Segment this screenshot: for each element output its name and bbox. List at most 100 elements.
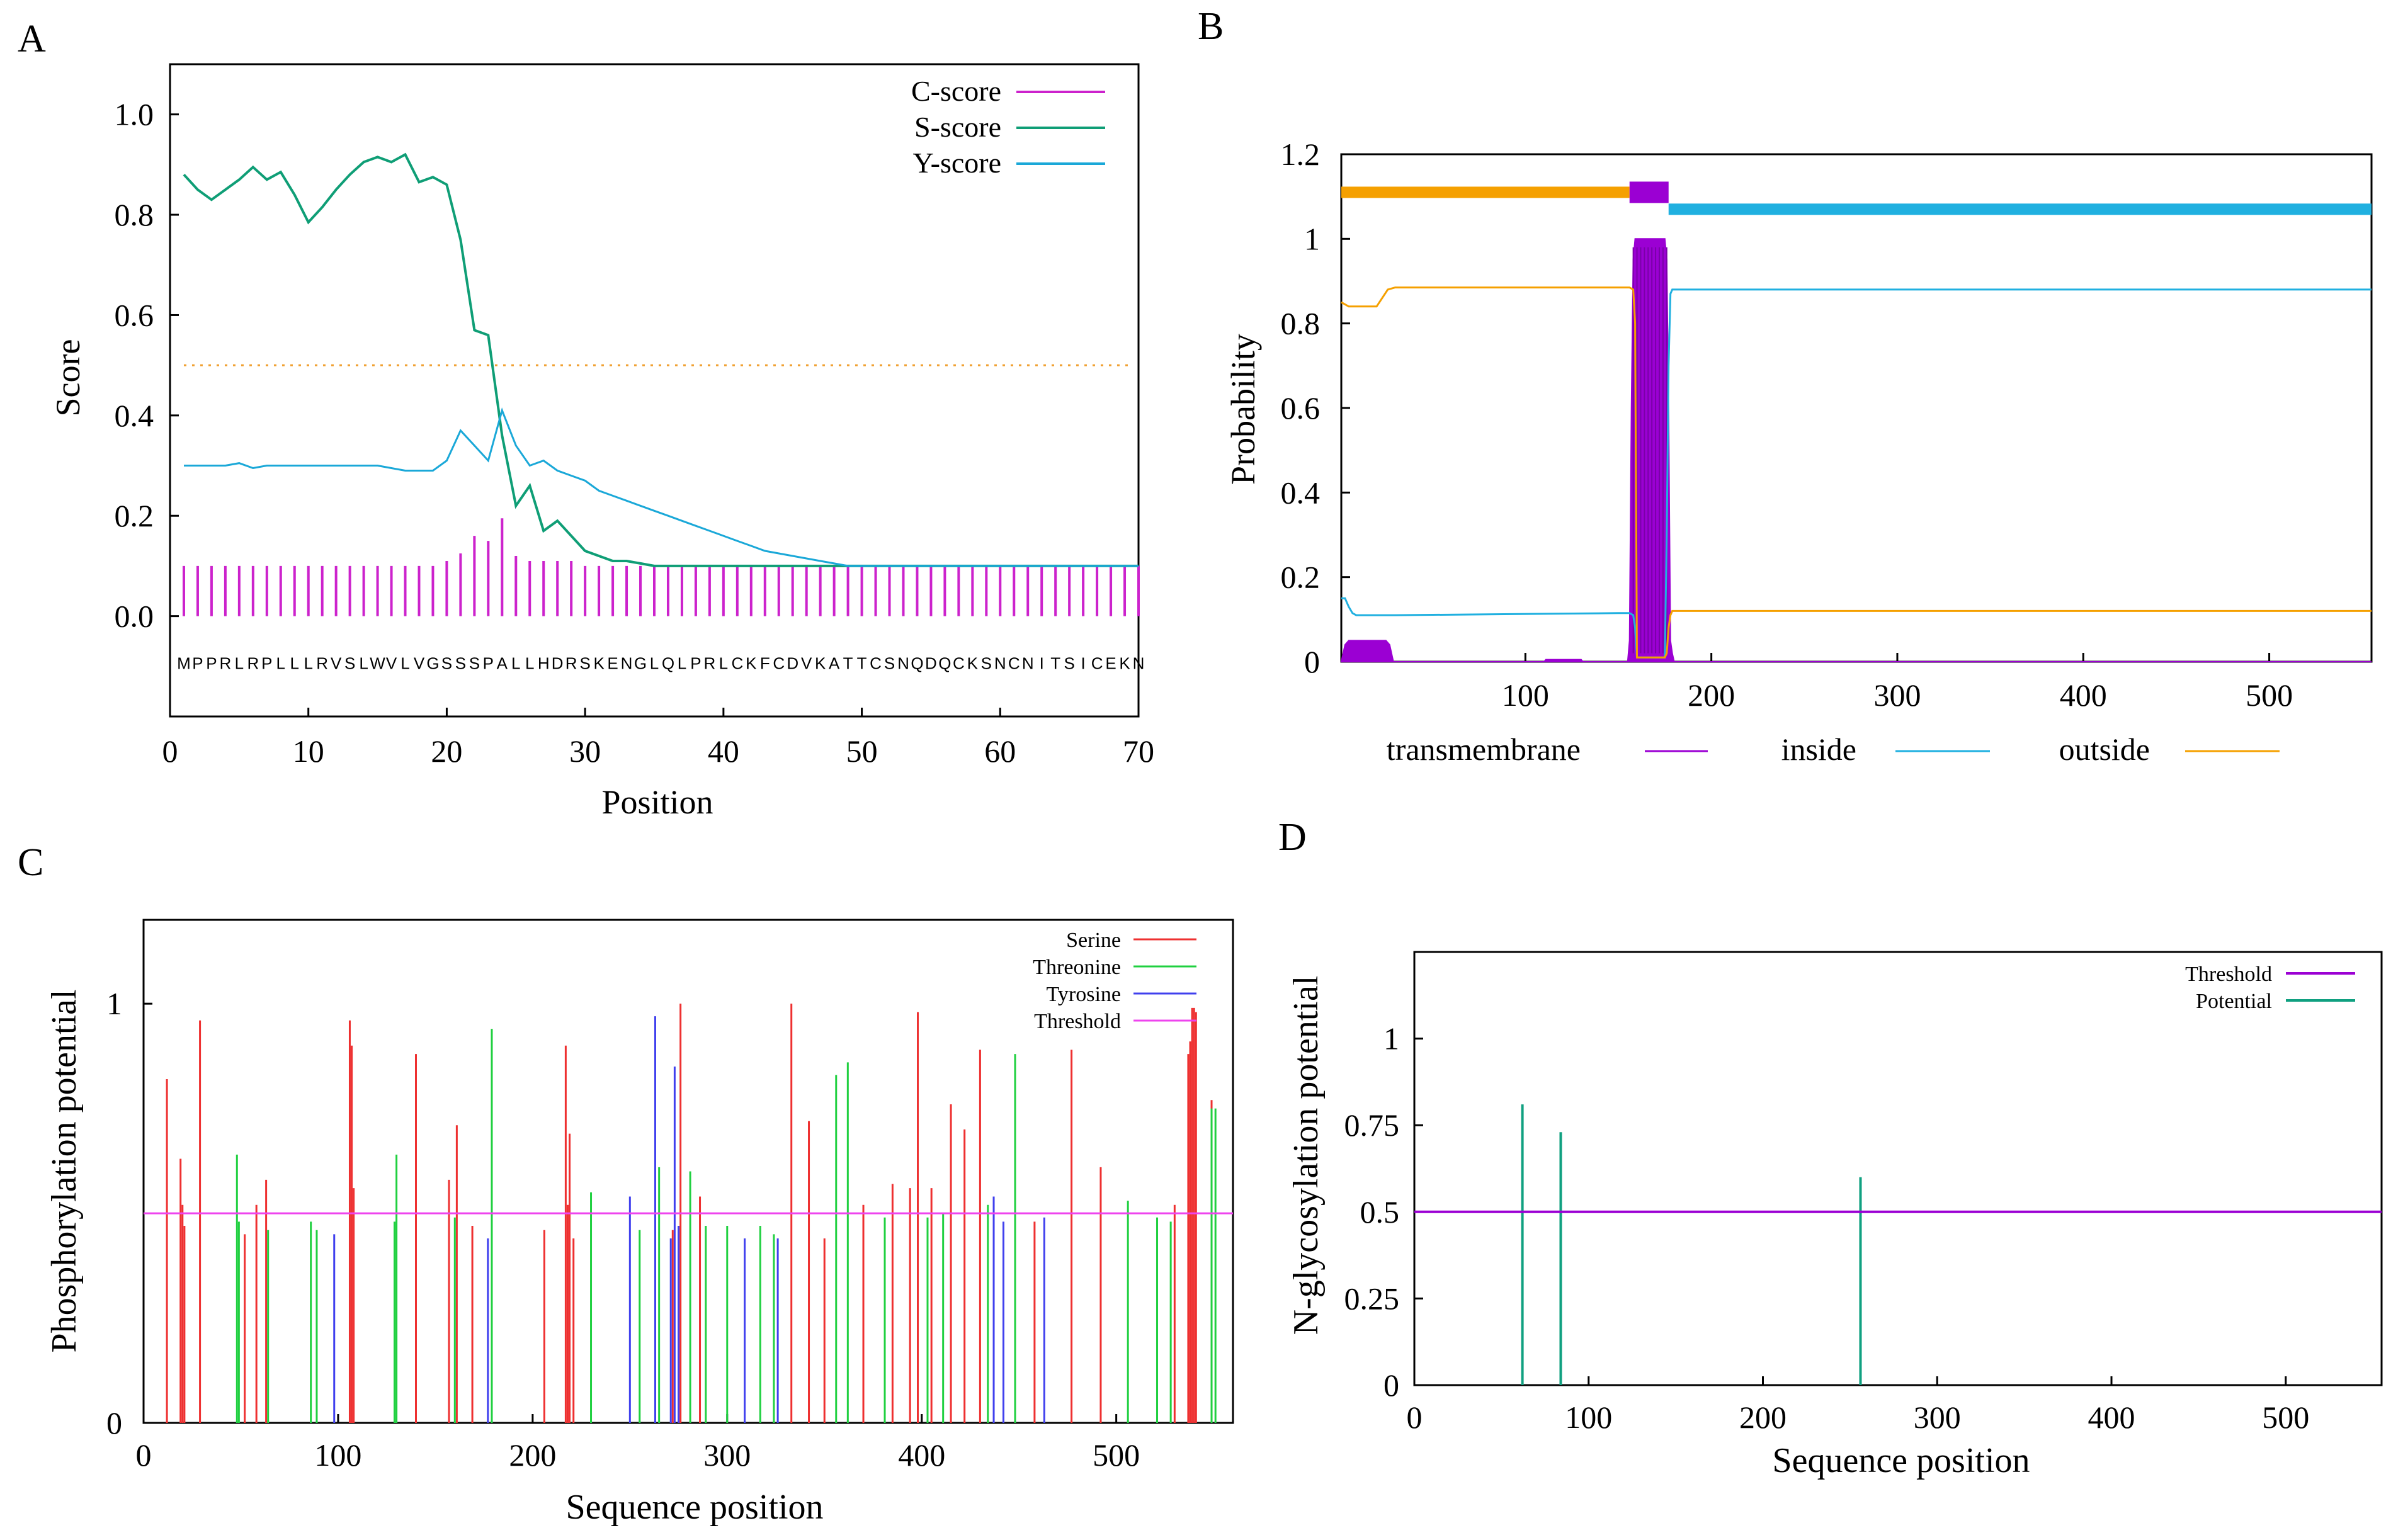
- x-tick-label: 30: [569, 733, 601, 769]
- legend-label: outside: [2059, 732, 2150, 767]
- y-tick-label: 1.0: [115, 97, 154, 132]
- topology-segment-outside: [1341, 186, 1630, 198]
- legend-label: inside: [1781, 732, 1856, 767]
- sequence-letter: V: [414, 654, 425, 672]
- sequence-letter: S: [469, 654, 480, 672]
- x-tick-label: 300: [703, 1437, 751, 1473]
- sequence-letter: N: [1022, 654, 1034, 672]
- sequence-letter: S: [344, 654, 355, 672]
- sequence-letter: L: [304, 654, 312, 672]
- x-tick-label: 400: [898, 1437, 945, 1473]
- sequence-letter: C: [773, 654, 785, 672]
- x-tick-label: 200: [1739, 1400, 1787, 1435]
- sequence-letter: L: [359, 654, 368, 672]
- sequence-letter: I: [1040, 654, 1044, 672]
- sequence-letter: Q: [662, 654, 674, 672]
- sequence-letter: Q: [911, 654, 923, 672]
- legend-label: S-score: [914, 111, 1001, 143]
- topology-segment-transmembrane: [1629, 181, 1669, 203]
- plot-frame: [169, 63, 1140, 718]
- legend-label: Serine: [1066, 929, 1121, 952]
- y-tick-label: 0.4: [115, 398, 154, 433]
- y-tick-label: 1: [1383, 1021, 1399, 1056]
- topology-segment-inside: [1668, 203, 2372, 215]
- sequence-letter: R: [219, 654, 231, 672]
- x-axis-label: Sequence position: [1772, 1441, 2030, 1480]
- legend-label: Tyrosine: [1047, 983, 1122, 1006]
- sequence-letter: W: [370, 654, 385, 672]
- x-tick-label: 60: [984, 733, 1016, 769]
- sequence-letter: A: [829, 654, 840, 672]
- sequence-letter: D: [552, 654, 564, 672]
- legend-label: C-score: [911, 75, 1001, 107]
- inside-line: [1341, 288, 2372, 659]
- y-axis-label: N-glycosylation potential: [1287, 976, 1326, 1335]
- sequence-letter: P: [192, 654, 203, 672]
- sequence-letter: S: [579, 654, 590, 672]
- y-tick-label: 0: [1304, 644, 1320, 679]
- y-tick-label: 0.75: [1344, 1107, 1400, 1143]
- legend-label: Potential: [2196, 990, 2272, 1013]
- sequence-letter: P: [261, 654, 272, 672]
- x-tick-label: 100: [1502, 677, 1549, 713]
- x-tick-label: 100: [1565, 1400, 1612, 1435]
- sequence-letter: L: [511, 654, 520, 672]
- sequence-letter: K: [815, 654, 826, 672]
- sequence-letter: N: [897, 654, 909, 672]
- y-axis-label: Score: [49, 339, 87, 417]
- x-tick-label: 50: [846, 733, 878, 769]
- y-tick-label: 0: [1383, 1367, 1399, 1403]
- sequence-letter: I: [1081, 654, 1085, 672]
- sequence-letter: K: [1119, 654, 1130, 672]
- sequence-letter: P: [206, 654, 217, 672]
- x-tick-label: 400: [2088, 1400, 2135, 1435]
- panel-letter-d: D: [1278, 816, 1307, 859]
- sequence-letter: T: [857, 654, 867, 672]
- y-tick-label: 0.6: [1281, 390, 1321, 426]
- sequence-letter: C: [1091, 654, 1103, 672]
- y-tick-label: 1: [106, 986, 122, 1021]
- x-tick-label: 20: [431, 733, 462, 769]
- sequence-letter: K: [746, 654, 757, 672]
- y-tick-label: 0.0: [115, 599, 154, 634]
- signal-peptide-chart: 0 10 20 30 40 50 60 70 0.0 0.2 0.4 0.6 0.8 1.0 Positio…: [49, 63, 1154, 821]
- y-tick-label: 0.8: [115, 197, 154, 232]
- legend-label: Y-score: [913, 147, 1002, 179]
- sequence-letter: P: [690, 654, 701, 672]
- sequence-letter: N: [621, 654, 633, 672]
- plot-frame: [1340, 153, 2373, 663]
- sequence-letter: A: [497, 654, 508, 672]
- sequence-letter: V: [386, 654, 397, 672]
- sequence-letter: N: [1133, 654, 1145, 672]
- sequence-letter: N: [994, 654, 1006, 672]
- legend-label: Threshold: [1034, 1010, 1121, 1033]
- sequence-letter: K: [967, 654, 979, 672]
- y-tick-label: 0.2: [1281, 560, 1321, 595]
- outside-line: [1341, 286, 2372, 659]
- x-tick-label: 500: [1093, 1437, 1140, 1473]
- n-glycosylation-chart: 0 100 200 300 400 500 0 0.25 0.5 0.75 1 Sequence po…: [1287, 951, 2383, 1480]
- legend-label: Threshold: [2185, 963, 2272, 986]
- sequence-letter: V: [801, 654, 812, 672]
- sequence-letter: L: [525, 654, 534, 672]
- x-axis-label: Sequence position: [565, 1488, 823, 1527]
- y-tick-label: 0.6: [115, 297, 154, 332]
- y-axis-label: Probability: [1224, 334, 1262, 485]
- y-tick-label: 0.5: [1360, 1194, 1400, 1230]
- sequence-letter: C: [953, 654, 965, 672]
- sequence-letter: L: [678, 654, 686, 672]
- x-tick-label: 70: [1123, 733, 1154, 769]
- sequence-letter: Q: [938, 654, 951, 672]
- sequence-letter: L: [276, 654, 285, 672]
- sequence-letter: S: [884, 654, 895, 672]
- sequence-letter: R: [247, 654, 259, 672]
- y-tick-label: 0: [106, 1405, 122, 1441]
- legend-label: Threonine: [1033, 956, 1121, 979]
- x-tick-label: 0: [136, 1437, 152, 1473]
- plot-frame: [1413, 951, 2383, 1386]
- x-tick-label: 100: [314, 1437, 361, 1473]
- sequence-letter: C: [1008, 654, 1020, 672]
- x-tick-label: 10: [293, 733, 324, 769]
- sequence-letter: P: [483, 654, 494, 672]
- y-axis-label: Phosphorylation potential: [45, 989, 84, 1352]
